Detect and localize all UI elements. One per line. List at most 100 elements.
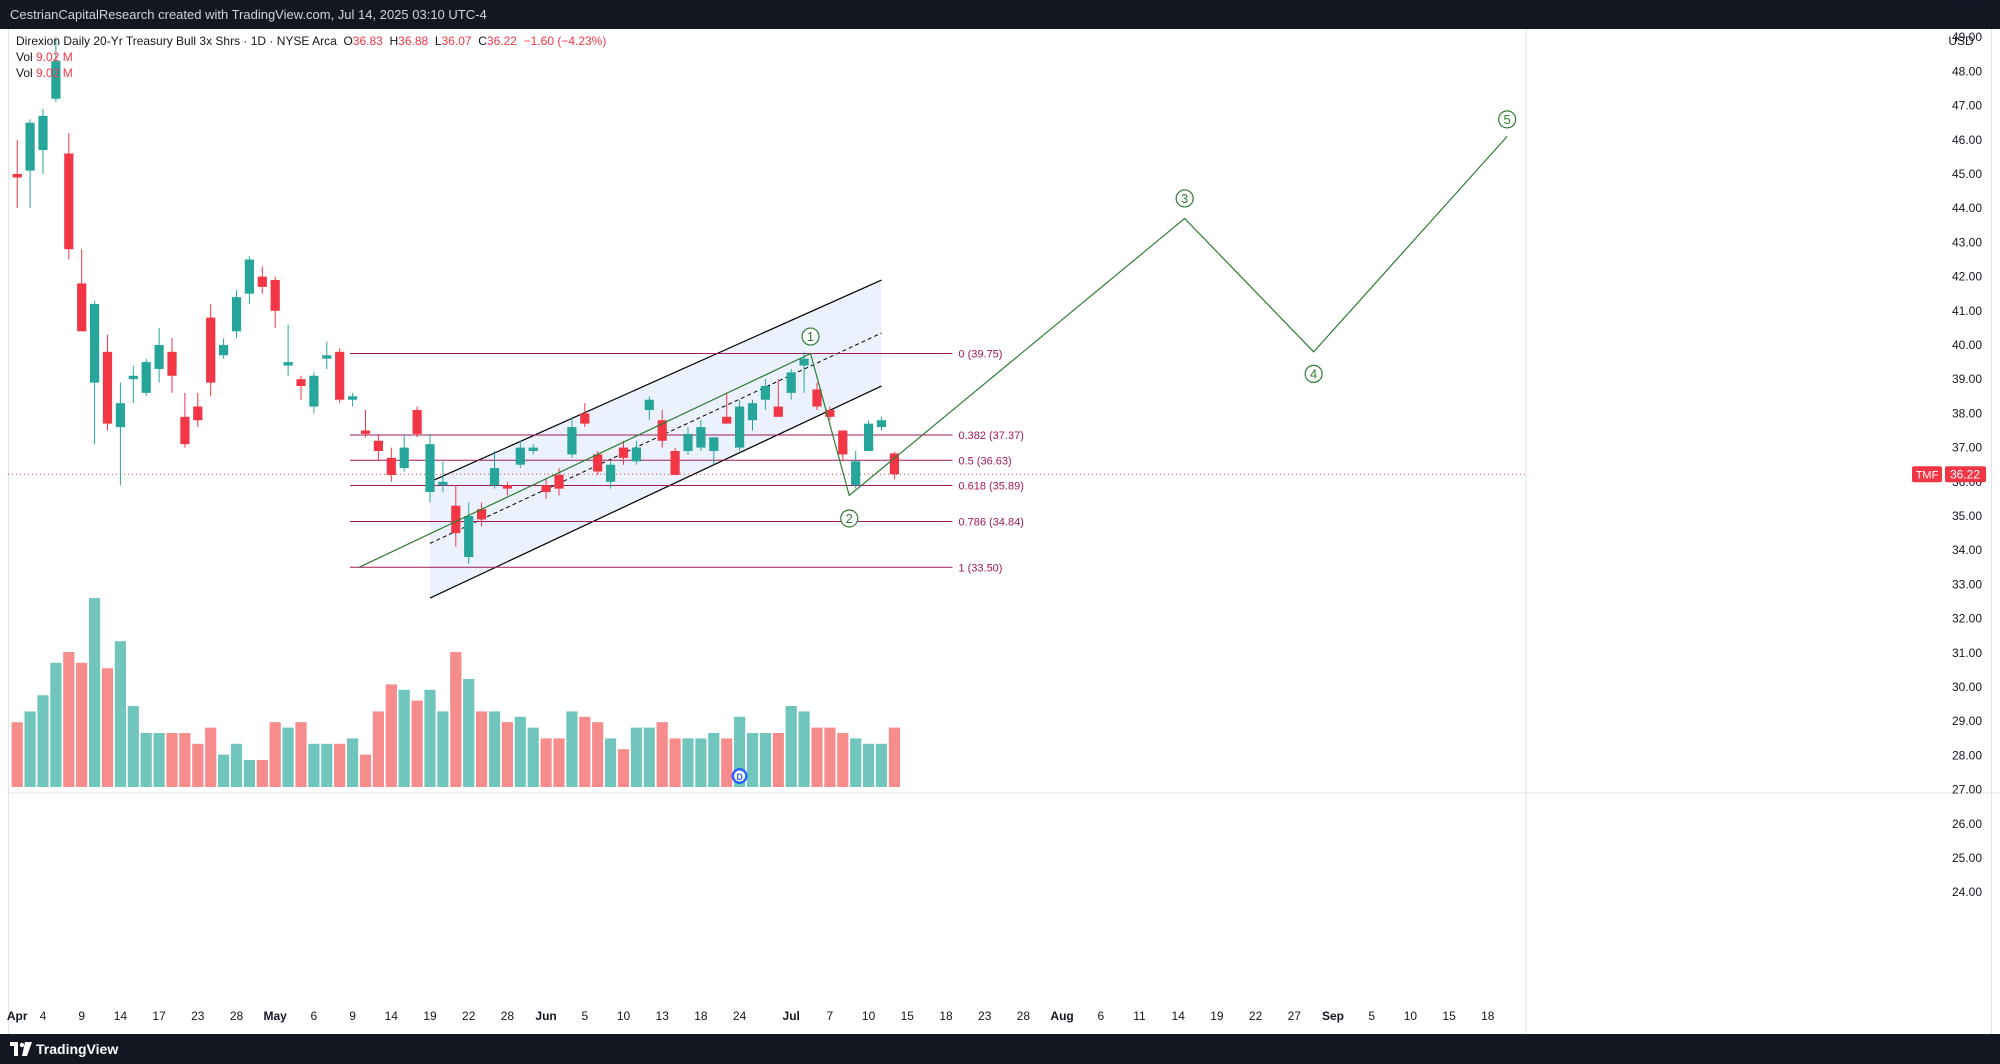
candle-body bbox=[851, 461, 861, 486]
volume-bar bbox=[76, 662, 88, 787]
low-label: L bbox=[434, 34, 442, 48]
candle-body bbox=[644, 399, 654, 410]
y-tick-label: 41.00 bbox=[1952, 304, 1982, 318]
volume-bar bbox=[875, 743, 888, 787]
volume-bar bbox=[540, 738, 552, 787]
y-tick-label: 34.00 bbox=[1952, 543, 1982, 557]
wave-label: 5 bbox=[1504, 112, 1511, 127]
candle-body bbox=[683, 433, 693, 452]
last-price-tag: 36.22 bbox=[1950, 467, 1980, 481]
volume-bar bbox=[811, 727, 823, 787]
close-value: 36.22 bbox=[486, 34, 517, 48]
volume-bar bbox=[863, 743, 875, 787]
volume-label: Vol bbox=[16, 50, 33, 64]
high-value: 36.88 bbox=[398, 34, 429, 48]
x-tick-label: 28 bbox=[501, 1009, 515, 1023]
volume-line-2[interactable]: Vol 9.02 M bbox=[16, 65, 606, 81]
chart-legend: Direxion Daily 20-Yr Treasury Bull 3x Sh… bbox=[16, 33, 606, 81]
volume-bar bbox=[759, 733, 771, 787]
ticker-tag: TMF bbox=[1916, 469, 1939, 481]
candle-body bbox=[90, 303, 100, 383]
tradingview-brand[interactable]: TradingView bbox=[36, 1041, 119, 1057]
volume-bar bbox=[566, 711, 578, 787]
candle-body bbox=[219, 345, 229, 356]
volume-line-1[interactable]: Vol 9.02 M bbox=[16, 49, 606, 65]
y-tick-label: 37.00 bbox=[1952, 441, 1982, 455]
symbol-title[interactable]: Direxion Daily 20-Yr Treasury Bull 3x Sh… bbox=[16, 34, 337, 48]
candle-body bbox=[722, 416, 732, 424]
candle-body bbox=[399, 447, 409, 469]
candle-body bbox=[670, 451, 680, 475]
volume-bar bbox=[888, 727, 900, 787]
volume-bar bbox=[347, 738, 359, 787]
candle-body bbox=[631, 447, 641, 462]
candle-body bbox=[12, 174, 22, 178]
candle-body bbox=[180, 416, 190, 445]
candle-body bbox=[283, 362, 293, 366]
x-tick-label: Sep bbox=[1322, 1009, 1344, 1023]
candle-body bbox=[606, 464, 616, 482]
channel-upper-line bbox=[429, 279, 882, 483]
attribution-text: CestrianCapitalResearch created with Tra… bbox=[10, 7, 487, 22]
y-tick-label: 46.00 bbox=[1952, 133, 1982, 147]
candle-body bbox=[760, 386, 770, 400]
volume-bar bbox=[424, 689, 436, 787]
attribution-bar: CestrianCapitalResearch created with Tra… bbox=[0, 0, 2000, 29]
change-value: −1.60 (−4.23%) bbox=[523, 34, 607, 48]
volume-bar bbox=[89, 598, 101, 787]
wave-label-circle bbox=[1498, 110, 1517, 129]
volume-bar bbox=[24, 711, 36, 787]
fib-level-label: 1 (33.50) bbox=[958, 562, 1002, 574]
volume-bar bbox=[695, 738, 707, 787]
dividend-marker-inner bbox=[734, 770, 746, 782]
channel-fill bbox=[430, 280, 882, 599]
candle-body bbox=[593, 454, 603, 472]
volume-bar bbox=[282, 727, 294, 787]
fib-level-label: 0.382 (37.37) bbox=[958, 430, 1023, 442]
x-tick-label: 9 bbox=[78, 1009, 85, 1023]
volume-bar bbox=[579, 716, 591, 787]
candle-body bbox=[464, 516, 474, 558]
x-tick-label: 14 bbox=[385, 1009, 399, 1023]
y-tick-label: 49.00 bbox=[1952, 30, 1982, 44]
volume-bar bbox=[450, 652, 462, 787]
candle-body bbox=[257, 276, 267, 287]
channel-mid-line bbox=[429, 332, 882, 544]
y-tick-label: 27.00 bbox=[1952, 783, 1982, 797]
x-tick-label: May bbox=[264, 1009, 288, 1023]
volume-bar bbox=[372, 711, 384, 787]
volume-value-2: 9.02 M bbox=[36, 66, 73, 80]
x-tick-label: Jun bbox=[535, 1009, 556, 1023]
y-tick-label: 44.00 bbox=[1952, 201, 1982, 215]
candle-body bbox=[747, 403, 758, 421]
x-tick-label: 15 bbox=[1442, 1009, 1456, 1023]
volume-bar bbox=[321, 743, 333, 787]
x-tick-label: 5 bbox=[581, 1009, 588, 1023]
y-tick-label: 39.00 bbox=[1952, 372, 1982, 386]
y-tick-label: 47.00 bbox=[1952, 99, 1982, 113]
wave-label-circle bbox=[801, 327, 820, 346]
x-tick-label: 14 bbox=[114, 1009, 128, 1023]
candle-body bbox=[141, 362, 151, 393]
fib-level-label: 0.618 (35.89) bbox=[958, 481, 1023, 493]
x-tick-label: 9 bbox=[349, 1009, 356, 1023]
candle-body bbox=[128, 375, 138, 380]
x-tick-label: 11 bbox=[1133, 1009, 1146, 1023]
x-tick-label: Apr bbox=[7, 1009, 28, 1023]
last-price-tag-bg bbox=[1945, 466, 1986, 483]
y-tick-label: 28.00 bbox=[1952, 748, 1982, 762]
volume-bar bbox=[643, 727, 655, 787]
x-tick-label: 15 bbox=[901, 1009, 915, 1023]
candle-body bbox=[735, 406, 745, 448]
y-tick-label: 32.00 bbox=[1952, 612, 1982, 626]
low-value: 36.07 bbox=[441, 34, 472, 48]
x-tick-label: 7 bbox=[827, 1009, 834, 1023]
candle-body bbox=[657, 420, 667, 441]
y-tick-label: 24.00 bbox=[1952, 885, 1982, 899]
volume-bar bbox=[153, 733, 165, 787]
wave-label: 4 bbox=[1310, 366, 1317, 381]
volume-bar bbox=[682, 738, 694, 787]
currency-label: USD bbox=[1948, 34, 1974, 48]
candle-body bbox=[799, 358, 809, 366]
